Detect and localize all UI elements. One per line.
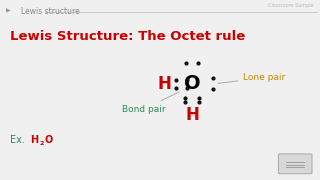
Text: Classroom Sample: Classroom Sample [268, 3, 314, 8]
Text: H: H [185, 106, 199, 124]
Text: Lone pair: Lone pair [218, 73, 285, 83]
Text: Ex.: Ex. [10, 135, 28, 145]
Text: Bond pair: Bond pair [122, 92, 179, 114]
Text: H: H [30, 135, 38, 145]
Text: O: O [45, 135, 53, 145]
Text: H: H [158, 75, 172, 93]
FancyBboxPatch shape [278, 154, 312, 174]
Text: Lewis structure: Lewis structure [21, 7, 80, 16]
Text: 2: 2 [39, 141, 44, 146]
Text: Lewis Structure: The Octet rule: Lewis Structure: The Octet rule [10, 30, 245, 42]
Text: O: O [184, 74, 200, 93]
Text: ▶: ▶ [6, 9, 11, 14]
